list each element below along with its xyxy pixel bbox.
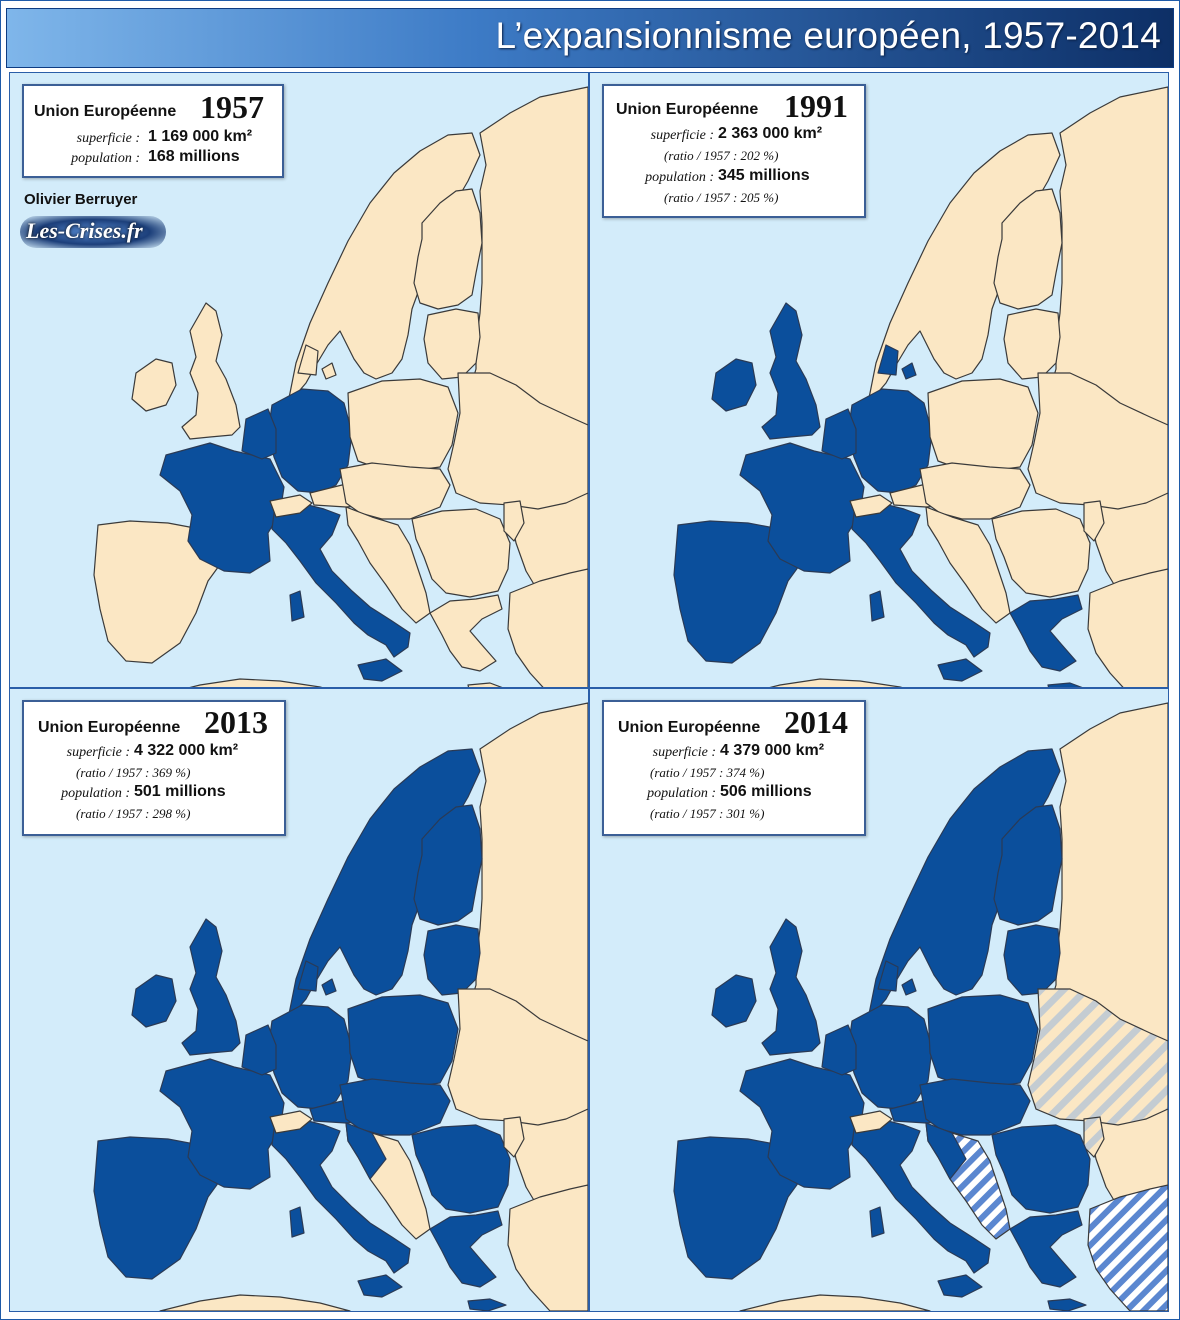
country-shape-northafrica [159, 1294, 351, 1311]
title-bar: L’expansionnisme européen, 1957-2014 [6, 8, 1174, 68]
union-label: Union Européenne [38, 719, 181, 736]
country-shape-turkey [507, 568, 588, 687]
country-shape-turkey [507, 1184, 588, 1311]
country-shape-poland [927, 378, 1039, 472]
country-shape-poland [347, 994, 459, 1088]
country-shape-turkey [1087, 568, 1168, 687]
year-label: 1991 [784, 88, 848, 124]
population-label: population : [647, 786, 716, 801]
population-label: population : [645, 170, 714, 185]
area-value: 4 322 000 km² [134, 742, 239, 759]
country-shape-romania-bulgaria [991, 508, 1091, 598]
info-box-1957: Union Européenne 1957 superficie : 1 169… [22, 84, 284, 178]
area-value: 4 379 000 km² [720, 742, 825, 759]
country-shape-slovenia-croatia [345, 1122, 387, 1180]
area-label: superficie : [66, 745, 130, 760]
area-value: 2 363 000 km² [718, 125, 823, 142]
country-shape-baltics [1003, 308, 1061, 380]
info-box-2014: Union Européenne 2014 superficie : 4 379… [602, 700, 866, 836]
europe-map-2014 [673, 702, 1168, 1311]
country-shape-poland [927, 994, 1039, 1088]
map-panel-2014: Union Européenne 2014 superficie : 4 379… [589, 688, 1169, 1312]
country-shape-turkey [1087, 1184, 1168, 1311]
country-shape-slovenia-croatia [925, 1122, 967, 1180]
country-shape-germany [267, 1004, 353, 1110]
country-shape-ireland [711, 974, 757, 1028]
union-label: Union Européenne [34, 103, 177, 120]
country-shape-romania-bulgaria [411, 508, 511, 598]
union-label: Union Européenne [618, 719, 761, 736]
country-shape-britain [181, 918, 241, 1056]
country-shape-greece [429, 1210, 507, 1311]
country-shape-greece [1009, 1210, 1087, 1311]
site-logo-text: Les-Crises.fr [26, 218, 143, 243]
country-shape-ireland [131, 358, 177, 412]
area-label: superficie : [650, 128, 714, 143]
country-shape-ireland [711, 358, 757, 412]
country-shape-germany [267, 388, 353, 494]
country-shape-northafrica [739, 1294, 931, 1311]
author-name: Olivier Berruyer [24, 191, 138, 208]
population-ratio: (ratio / 1957 : 298 %) [76, 806, 191, 821]
population-value: 501 millions [134, 783, 226, 800]
country-shape-northafrica [739, 678, 931, 687]
population-value: 506 millions [720, 783, 812, 800]
country-shape-benelux [821, 408, 857, 460]
area-value: 1 169 000 km² [148, 128, 253, 145]
country-shape-benelux [241, 1024, 277, 1076]
country-shape-germany [847, 388, 933, 494]
population-value: 168 millions [148, 148, 240, 165]
country-shape-northafrica [159, 678, 351, 687]
country-shape-romania-bulgaria [991, 1124, 1091, 1214]
map-panel-2013: Union Européenne 2013 superficie : 4 322… [9, 688, 589, 1312]
area-label: superficie : [652, 745, 716, 760]
country-shape-romania-bulgaria [411, 1124, 511, 1214]
area-ratio: (ratio / 1957 : 369 %) [76, 765, 191, 780]
country-shape-greece [429, 594, 507, 687]
year-label: 2013 [204, 704, 268, 740]
country-shape-benelux [821, 1024, 857, 1076]
year-label: 1957 [200, 89, 264, 125]
country-shape-greece [1009, 594, 1087, 687]
country-shape-poland [347, 378, 459, 472]
site-logo: Les-Crises.fr [20, 212, 166, 252]
area-label: superficie : [76, 131, 140, 146]
country-shape-ireland [131, 974, 177, 1028]
info-box-2013: Union Européenne 2013 superficie : 4 322… [22, 700, 286, 836]
population-label: population : [61, 786, 130, 801]
map-panel-1957: Union Européenne 1957 superficie : 1 169… [9, 72, 589, 688]
country-shape-britain [181, 302, 241, 440]
year-label: 2014 [784, 704, 848, 740]
area-ratio: (ratio / 1957 : 374 %) [650, 765, 765, 780]
population-label: population : [71, 151, 140, 166]
country-shape-britain [761, 918, 821, 1056]
population-ratio: (ratio / 1957 : 301 %) [650, 806, 765, 821]
country-shape-baltics [423, 924, 481, 996]
site-logo-glow [20, 216, 166, 248]
country-shape-benelux [241, 408, 277, 460]
population-ratio: (ratio / 1957 : 205 %) [664, 190, 779, 205]
country-shape-baltics [1003, 924, 1061, 996]
country-shape-germany [847, 1004, 933, 1110]
page-title: L’expansionnisme européen, 1957-2014 [495, 15, 1161, 56]
map-panel-1991: Union Européenne 1991 superficie : 2 363… [589, 72, 1169, 688]
population-value: 345 millions [718, 167, 810, 184]
country-shape-baltics [423, 308, 481, 380]
info-box-1991: Union Européenne 1991 superficie : 2 363… [602, 84, 866, 218]
europe-map-2013 [93, 702, 588, 1311]
country-shape-britain [761, 302, 821, 440]
union-label: Union Européenne [616, 101, 759, 118]
area-ratio: (ratio / 1957 : 202 %) [664, 148, 779, 163]
